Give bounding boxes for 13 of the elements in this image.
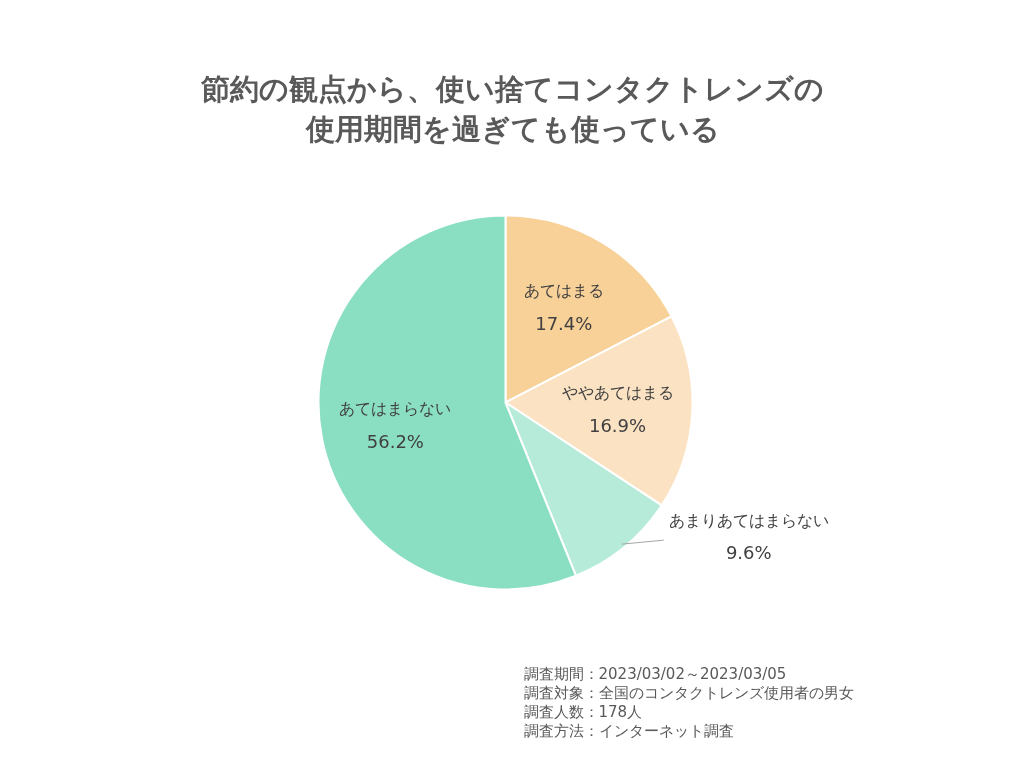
data-label: 9.6% (725, 541, 772, 563)
data-label: 17.4% (535, 313, 593, 335)
text: 調査対象：全国のコンタクトレンズ使用者の男女 (523, 683, 854, 702)
data-label: 16.9% (588, 414, 647, 436)
slice-label: あまりあてはまらない (668, 510, 829, 530)
text: 調査期間：2023/03/02～2023/03/05 (523, 664, 787, 683)
text: 調査方法：インターネット調査 (523, 721, 734, 740)
text: 調査人数：178人 (523, 702, 643, 721)
chart-title: 節約の観点から、使い捨てコンタクトレンズの使用期間を過ぎても使っている (200, 71, 824, 146)
data-label: 56.2% (366, 430, 424, 452)
slice-label: ややあてはまる (561, 382, 674, 402)
slice-label: あてはまらない (339, 398, 452, 418)
slice-label: あてはまる (523, 281, 604, 301)
